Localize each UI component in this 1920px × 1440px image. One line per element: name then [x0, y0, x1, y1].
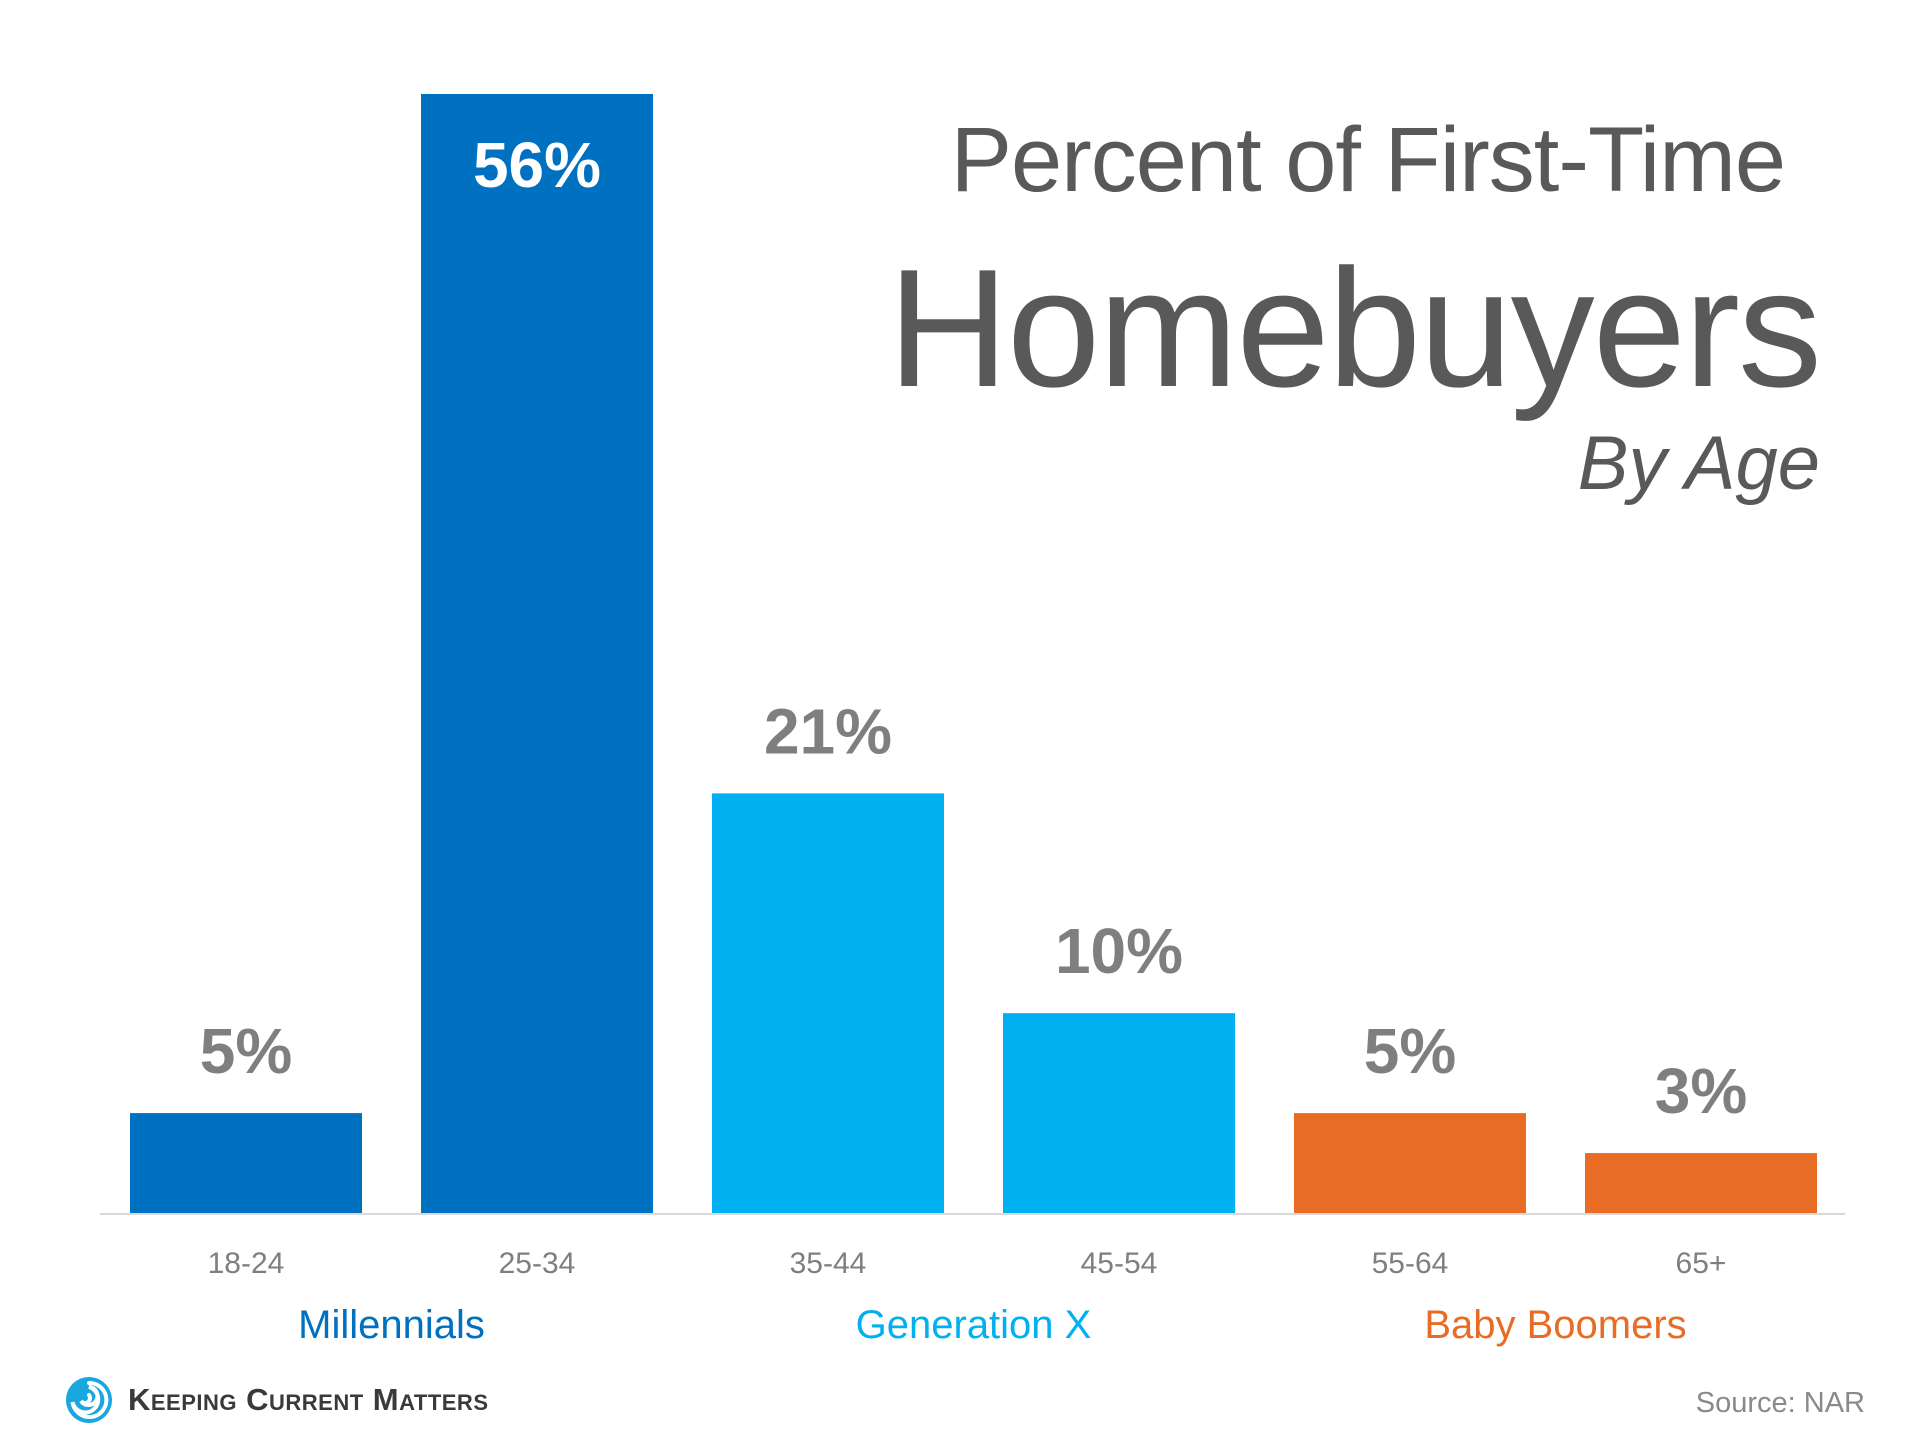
bar-35-44: [712, 793, 944, 1213]
value-label-18-24: 5%: [200, 1015, 293, 1087]
tick-labels-group: 18-24 25-34 35-44 45-54 55-64 65+: [208, 1247, 1727, 1280]
value-label-35-44: 21%: [764, 695, 892, 767]
bar-45-54: [1003, 1013, 1235, 1213]
swirl-logo-icon: [66, 1377, 112, 1423]
tick-label-55-64: 55-64: [1372, 1247, 1449, 1280]
bars-group: [130, 94, 1817, 1213]
value-label-55-64: 5%: [1364, 1015, 1457, 1087]
bar-25-34: [421, 94, 653, 1213]
group-label-generation-x: Generation X: [856, 1303, 1092, 1347]
group-label-baby-boomers: Baby Boomers: [1424, 1303, 1686, 1347]
tick-label-18-24: 18-24: [208, 1247, 285, 1280]
value-labels-group: 5% 56% 21% 10% 5% 3%: [200, 129, 1748, 1127]
bar-18-24: [130, 1113, 362, 1213]
value-label-45-54: 10%: [1055, 915, 1183, 987]
brand-name: Keeping Current Matters: [128, 1382, 489, 1417]
tick-label-45-54: 45-54: [1081, 1247, 1158, 1280]
chart-subtitle: By Age: [1577, 421, 1820, 506]
source-note: Source: NAR: [1695, 1387, 1865, 1419]
value-label-25-34: 56%: [473, 129, 601, 201]
chart-title-line2: Homebuyers: [887, 234, 1822, 422]
tick-label-25-34: 25-34: [499, 1247, 576, 1280]
value-label-65+: 3%: [1655, 1055, 1748, 1127]
tick-label-35-44: 35-44: [790, 1247, 867, 1280]
group-label-millennials: Millennials: [298, 1303, 485, 1347]
bar-65+: [1585, 1153, 1817, 1213]
group-labels-group: Millennials Generation X Baby Boomers: [298, 1303, 1687, 1347]
tick-label-65+: 65+: [1676, 1247, 1727, 1280]
bar-55-64: [1294, 1113, 1526, 1213]
chart-title-line1: Percent of First-Time: [950, 109, 1786, 211]
brand-logo: Keeping Current Matters: [64, 1375, 489, 1425]
